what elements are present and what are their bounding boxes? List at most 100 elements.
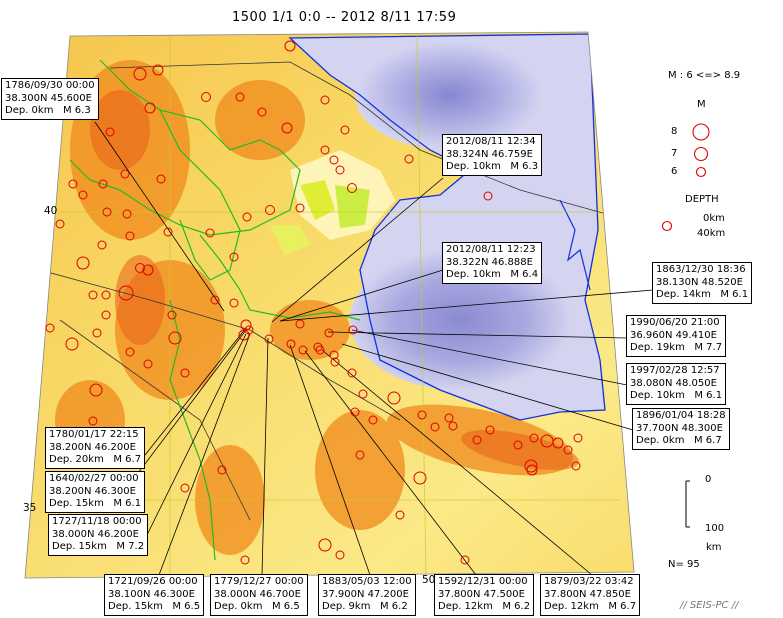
leader-lines bbox=[94, 121, 654, 576]
earthquake-marker bbox=[563, 445, 573, 455]
earthquake-marker bbox=[387, 391, 401, 405]
earthquake-marker bbox=[65, 337, 79, 351]
earthquake-marker bbox=[472, 435, 482, 445]
earthquake-marker bbox=[240, 555, 250, 565]
earthquake-marker bbox=[180, 368, 190, 378]
earthquake-marker bbox=[229, 298, 239, 308]
legend-mag-8-label: 8 bbox=[671, 126, 678, 137]
earthquake-marker bbox=[295, 319, 305, 329]
earthquake-marker bbox=[257, 107, 267, 117]
earthquake-marker bbox=[152, 64, 164, 76]
earthquake-marker bbox=[180, 483, 190, 493]
legend-mag-6 bbox=[695, 166, 707, 178]
depth-scale-unit: km bbox=[706, 542, 722, 553]
earthquake-marker bbox=[163, 227, 173, 237]
earthquake-marker bbox=[105, 127, 115, 137]
map-title: 1500 1/1 0:0 -- 2012 8/11 17:59 bbox=[232, 10, 457, 25]
earthquake-marker bbox=[167, 310, 177, 320]
legend-depth-circle bbox=[661, 220, 673, 232]
event-label-1640: 1640/02/27 00:00 38.200N 46.300E Dep. 15km… bbox=[45, 471, 146, 513]
earthquake-marker bbox=[125, 231, 135, 241]
earthquake-marker bbox=[205, 228, 215, 238]
earthquake-marker bbox=[76, 256, 90, 270]
earthquake-marker bbox=[156, 174, 166, 184]
legend-mag-7-label: 7 bbox=[671, 148, 678, 159]
caspian-sea bbox=[288, 33, 606, 421]
earthquake-marker bbox=[238, 329, 250, 341]
earthquake-marker bbox=[340, 125, 350, 135]
earthquake-markers bbox=[45, 40, 583, 565]
lat-tick-40: 40 bbox=[44, 205, 58, 217]
earthquake-marker bbox=[355, 450, 365, 460]
earthquake-marker bbox=[118, 285, 134, 301]
earthquake-marker bbox=[264, 334, 274, 344]
event-label-1863: 1863/12/30 18:36 38.130N 48.520E Dep. 14km… bbox=[652, 262, 753, 304]
earthquake-marker bbox=[89, 383, 103, 397]
legend-mag-8 bbox=[692, 123, 710, 141]
legend-mag-6-label: 6 bbox=[671, 166, 678, 177]
earthquake-marker bbox=[125, 347, 135, 357]
earthquake-marker bbox=[571, 461, 581, 471]
event-label-1592: 1592/12/31 00:00 37.800N 47.500E Dep. 12km… bbox=[434, 574, 535, 616]
lon-tick-50: 50 bbox=[422, 574, 436, 586]
legend-mag-title: M bbox=[697, 99, 706, 110]
event-count: N= 95 bbox=[668, 559, 700, 570]
depth-scale-bottom: 100 bbox=[705, 523, 725, 534]
earthquake-marker bbox=[329, 350, 339, 360]
earthquake-marker bbox=[168, 331, 182, 345]
legend-mag-range: M : 6 <=> 8.9 bbox=[668, 70, 741, 81]
legend-depth-max: 40km bbox=[697, 228, 726, 239]
legend-mag-7 bbox=[693, 146, 709, 162]
earthquake-marker bbox=[430, 422, 440, 432]
event-label-1721: 1721/09/26 00:00 38.100N 46.300E Dep. 15km… bbox=[104, 574, 205, 616]
earthquake-marker bbox=[92, 328, 102, 338]
earthquake-marker bbox=[201, 92, 211, 102]
earthquake-marker bbox=[348, 325, 358, 335]
earthquake-marker bbox=[265, 205, 275, 215]
event-label-1786: 1786/09/30 00:00 38.300N 45.600E Dep. 0km … bbox=[1, 78, 99, 120]
event-label-1896: 1896/01/04 18:28 37.700N 48.300E Dep. 0km … bbox=[632, 408, 730, 450]
earthquake-marker bbox=[448, 421, 458, 431]
earthquake-marker bbox=[320, 145, 330, 155]
event-label-1883: 1883/05/03 12:00 37.900N 47.200E Dep. 9km … bbox=[318, 574, 416, 616]
earthquake-marker bbox=[45, 323, 55, 333]
earthquake-marker bbox=[120, 169, 130, 179]
earthquake-marker bbox=[102, 207, 112, 217]
earthquake-marker bbox=[413, 471, 427, 485]
earthquake-marker bbox=[284, 40, 296, 52]
legend-symbols bbox=[661, 123, 710, 232]
event-label-2012-1223: 2012/08/11 12:23 38.322N 46.888E Dep. 10km… bbox=[442, 242, 543, 284]
earthquake-marker bbox=[298, 345, 308, 355]
earthquake-marker bbox=[395, 510, 405, 520]
earthquake-marker bbox=[135, 263, 145, 273]
earthquake-marker bbox=[88, 416, 98, 426]
earthquake-marker bbox=[229, 252, 239, 262]
earthquake-marker bbox=[55, 219, 65, 229]
earthquake-marker bbox=[78, 190, 88, 200]
earthquake-marker bbox=[122, 209, 132, 219]
credit: // SEIS-PC // bbox=[680, 600, 739, 611]
earthquake-marker bbox=[444, 413, 454, 423]
map-frame bbox=[24, 31, 635, 579]
earthquake-marker bbox=[313, 342, 323, 352]
earthquake-marker bbox=[88, 290, 98, 300]
country-borders bbox=[69, 59, 361, 561]
earthquake-marker bbox=[350, 407, 360, 417]
earthquake-marker bbox=[330, 357, 340, 367]
earthquake-marker bbox=[324, 328, 334, 338]
earthquake-marker bbox=[235, 92, 245, 102]
earthquake-marker bbox=[529, 433, 539, 443]
earthquake-marker bbox=[368, 415, 378, 425]
event-label-1727: 1727/11/18 00:00 38.000N 46.200E Dep. 15km… bbox=[48, 514, 149, 556]
event-label-1780: 1780/01/17 22:15 38.200N 46.200E Dep. 20km… bbox=[45, 427, 146, 469]
earthquake-marker bbox=[526, 464, 538, 476]
lowlands bbox=[270, 150, 395, 255]
depth-scale-top: 0 bbox=[705, 474, 712, 485]
event-label-1879: 1879/03/22 03:42 37.800N 47.850E Dep. 12km… bbox=[540, 574, 641, 616]
earthquake-marker bbox=[97, 240, 107, 250]
earthquake-marker bbox=[524, 459, 538, 473]
earthquake-marker bbox=[347, 183, 357, 193]
earthquake-marker bbox=[513, 440, 523, 450]
earthquake-marker bbox=[483, 191, 493, 201]
